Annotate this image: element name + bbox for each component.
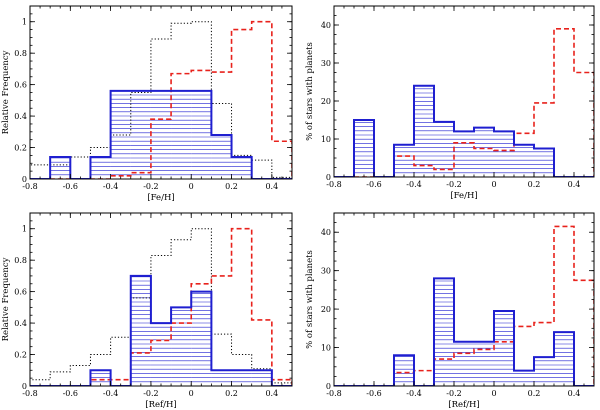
y-tick-label: 40 [321, 228, 331, 237]
panel-bottom-right: -0.8 -0.6 -0.4 -0.2 0 0.2 0.4 0 10 20 30 40 [Ref/H]%… [305, 212, 595, 410]
series-hatched-step [334, 277, 594, 386]
y-tick-label: 0.6 [14, 288, 27, 297]
series-hatched-step [30, 274, 292, 386]
x-tick-label: 0.2 [528, 180, 541, 189]
y-tick-label: 40 [321, 21, 331, 30]
series-hatched-step [30, 89, 292, 179]
x-tick-label: -0.4 [406, 180, 421, 189]
series-red-dashed-step [334, 225, 594, 386]
y-axis-label: % of stars with planets [305, 250, 315, 349]
y-axis-label: Relative Frequency [1, 50, 11, 134]
x-tick-label: -0.6 [63, 182, 78, 191]
x-tick-label: 0.2 [225, 389, 238, 398]
x-tick-label: -0.6 [366, 389, 381, 398]
series-dotted-step [30, 228, 292, 386]
y-tick-label: 0 [326, 173, 331, 182]
x-tick-label: 0 [491, 389, 496, 398]
y-tick-label: 1 [22, 225, 27, 234]
x-tick-label: 0.4 [265, 389, 278, 398]
x-axis-label: [Ref/H] [145, 400, 177, 410]
panel-bottom-left: -0.8 -0.6 -0.4 -0.2 0 0.2 0.4 0 0.2 0.4 0.6 0.8 1 [Re… [1, 212, 293, 410]
hatch-fill [90, 276, 272, 383]
x-tick-label: -0.8 [326, 389, 341, 398]
x-tick-label: -0.8 [326, 180, 341, 189]
x-tick-label: 0 [491, 180, 496, 189]
y-tick-label: 0.6 [14, 81, 27, 90]
y-tick-label: 0.8 [14, 256, 27, 265]
y-tick-label: 0.4 [14, 319, 27, 328]
hatch-fill [394, 280, 574, 383]
x-tick-label: -0.6 [63, 389, 78, 398]
y-tick-label: 0.4 [14, 112, 27, 121]
y-tick-label: 10 [321, 135, 331, 144]
x-axis-label: [Fe/H] [147, 193, 174, 203]
y-tick-label: 20 [321, 97, 331, 106]
series-red-dashed-step [334, 28, 594, 177]
y-tick-label: 10 [321, 344, 331, 353]
y-axis-label: Relative Frequency [1, 257, 11, 341]
panel-top-right: -0.8 -0.6 -0.4 -0.2 0 0.2 0.4 0 10 20 30 40 [Fe/H] % … [305, 5, 595, 201]
x-tick-label: -0.2 [143, 389, 158, 398]
x-tick-label: -0.8 [22, 182, 37, 191]
x-tick-label: 0.4 [568, 389, 581, 398]
y-tick-label: 0 [22, 382, 27, 391]
x-tick-label: -0.8 [22, 389, 37, 398]
y-tick-label: 0 [326, 382, 331, 391]
y-tick-label: 0.8 [14, 49, 27, 58]
x-tick-label: -0.4 [103, 389, 118, 398]
x-tick-label: -0.6 [366, 180, 381, 189]
x-tick-label: 0.2 [225, 182, 238, 191]
x-tick-label: 0 [189, 389, 194, 398]
y-tick-label: 1 [22, 18, 27, 27]
x-axis-label: [Ref/H] [448, 400, 480, 410]
y-axis-label: % of stars with planets [305, 42, 315, 141]
plot-frame [29, 212, 293, 387]
plot-frame [333, 212, 595, 387]
x-tick-label: 0.4 [265, 182, 278, 191]
x-tick-label: 0 [189, 182, 194, 191]
series-red-dashed-step [30, 227, 292, 386]
x-tick-label: -0.2 [446, 180, 461, 189]
x-tick-label: -0.4 [103, 182, 118, 191]
y-tick-label: 0 [22, 175, 27, 184]
y-tick-label: 30 [321, 267, 331, 276]
x-tick-label: -0.2 [446, 389, 461, 398]
x-tick-label: 0.4 [568, 180, 581, 189]
x-axis-label: [Fe/H] [450, 191, 477, 201]
x-tick-label: -0.4 [406, 389, 421, 398]
y-tick-label: 0.2 [14, 351, 27, 360]
series-hatched-step [334, 84, 594, 177]
y-tick-label: 20 [321, 305, 331, 314]
x-tick-label: 0.2 [528, 389, 541, 398]
y-tick-label: 30 [321, 59, 331, 68]
x-tick-label: -0.2 [143, 182, 158, 191]
plot-frame [29, 5, 293, 180]
panel-top-left: -0.8 -0.6 -0.4 -0.2 0 0.2 0.4 0 0.2 0.4 0.6 0.8 1 [Fe… [1, 5, 293, 203]
y-tick-label: 0.2 [14, 144, 27, 153]
hatch-fill [50, 94, 252, 176]
series-dotted-step [30, 21, 292, 179]
series-red-dashed-step [30, 20, 292, 179]
